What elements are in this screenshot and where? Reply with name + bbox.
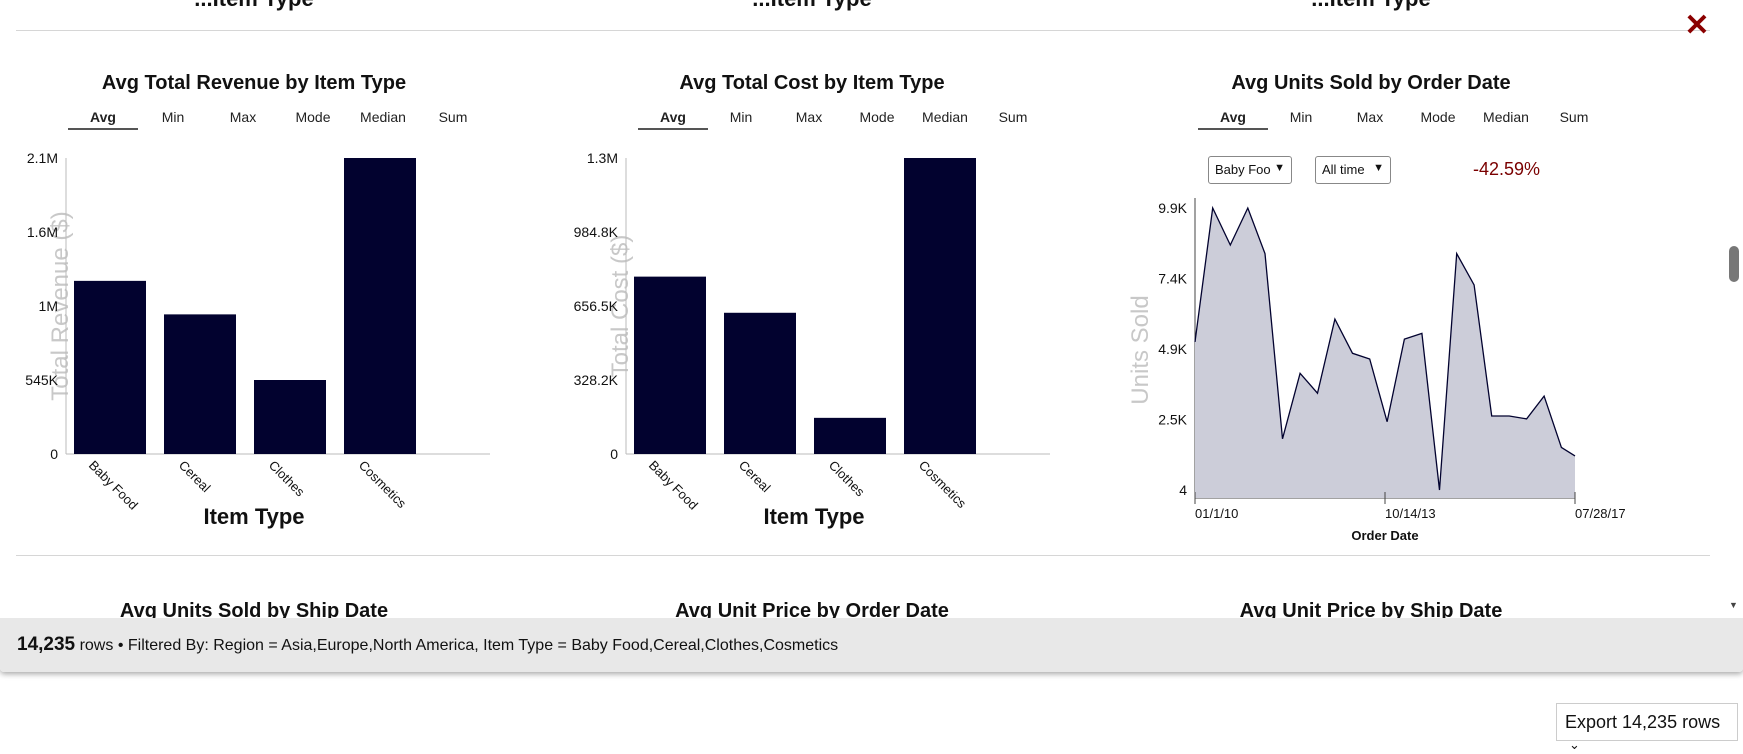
- chevron-down-icon: ▼: [1274, 162, 1285, 174]
- cut-chart-title: ...Item Type: [194, 0, 313, 12]
- x-tick-label: Cereal: [736, 458, 774, 496]
- x-tick-label: Baby Food: [86, 458, 141, 513]
- x-tick-label: Clothes: [266, 458, 308, 500]
- x-tick-label: Cosmetics: [916, 458, 970, 512]
- y-tick-label: 9.9K: [1158, 200, 1187, 216]
- y-tick-label: 545K: [25, 372, 58, 388]
- chart-title: Avg Total Revenue by Item Type: [101, 72, 407, 94]
- rows-word: rows: [79, 637, 114, 654]
- revenue-bar-chart: Total Revenue ($) 2.1M 1.6M 1M 545K 0 Baby Foo…: [25, 150, 490, 529]
- time-range-select[interactable]: All time ▼: [1315, 156, 1391, 184]
- tab-max[interactable]: Max: [229, 109, 257, 125]
- x-tick-label: Clothes: [826, 458, 868, 500]
- tab-avg[interactable]: Avg: [68, 108, 138, 130]
- chart-title: Avg Total Cost by Item Type: [679, 72, 945, 94]
- y-tick-label: 0: [50, 446, 58, 462]
- chevron-down-icon: ▼: [1373, 162, 1384, 174]
- filter-summary: • Filtered By: Region = Asia,Europe,Nort…: [117, 637, 839, 654]
- tab-avg[interactable]: Avg: [638, 108, 708, 130]
- scrollbar-thumb[interactable]: [1729, 246, 1739, 282]
- item-type-select[interactable]: Baby Foo ▼: [1208, 156, 1292, 184]
- x-tick-label: 10/14/13: [1385, 506, 1436, 521]
- tab-min[interactable]: Min: [1289, 109, 1313, 125]
- tab-median[interactable]: Median: [360, 109, 406, 125]
- chart-title: Avg Unit Price by Order Date: [675, 600, 949, 618]
- bar: [344, 158, 416, 454]
- y-tick-label: 2.1M: [27, 150, 58, 166]
- scroll-down-arrow-icon[interactable]: ▼: [1729, 600, 1738, 610]
- chart-title: Avg Units Sold by Order Date: [1231, 72, 1511, 94]
- x-axis-label: Item Type: [203, 504, 304, 529]
- tab-min[interactable]: Min: [729, 109, 753, 125]
- row-divider: [16, 555, 1710, 556]
- y-tick-label: 1.3M: [587, 150, 618, 166]
- time-range-select-value: All time: [1322, 162, 1365, 177]
- bar: [74, 280, 146, 454]
- cut-chart-title: ...Item Type: [752, 0, 871, 12]
- chart-modal: ...Item Type ...Item Type ...Item Type A…: [0, 0, 1743, 672]
- bar: [634, 276, 706, 454]
- x-tick-label: 07/28/17: [1575, 506, 1626, 521]
- results-footer: 14,235 rows • Filtered By: Region = Asia…: [0, 618, 1743, 672]
- tab-median[interactable]: Median: [922, 109, 968, 125]
- tab-median[interactable]: Median: [1483, 109, 1529, 125]
- chevron-down-icon: ⌄: [1569, 737, 1580, 752]
- close-icon[interactable]: ✕: [1684, 9, 1710, 42]
- y-tick-label: 984.8K: [574, 224, 619, 240]
- bar: [904, 158, 976, 454]
- tab-avg[interactable]: Avg: [1198, 108, 1268, 130]
- y-tick-label: 4.9K: [1158, 341, 1187, 357]
- cost-bar-chart: Total Cost ($) 1.3M 984.8K 656.5K 328.2K 0 Bab…: [574, 150, 1050, 529]
- charts-scroll-area[interactable]: ...Item Type ...Item Type ...Item Type A…: [0, 0, 1726, 618]
- y-tick-label: 7.4K: [1158, 271, 1187, 287]
- bar: [254, 380, 326, 454]
- bar: [724, 312, 796, 454]
- x-axis-label: Order Date: [1351, 528, 1418, 543]
- tab-mode[interactable]: Mode: [859, 109, 895, 125]
- area-fill: [1195, 208, 1575, 498]
- y-tick-label: 4: [1179, 482, 1187, 498]
- tab-max[interactable]: Max: [1356, 109, 1384, 125]
- tab-min[interactable]: Min: [161, 109, 185, 125]
- x-tick-label: Cereal: [176, 458, 214, 496]
- tab-mode[interactable]: Mode: [295, 109, 331, 125]
- y-axis-label: Total Revenue ($): [47, 211, 74, 400]
- x-tick-label: 01/1/10: [1195, 506, 1238, 521]
- cut-chart-title: ...Item Type: [1311, 0, 1430, 12]
- tab-sum[interactable]: Sum: [438, 109, 468, 125]
- y-tick-label: 1.6M: [27, 224, 58, 240]
- bar: [814, 417, 886, 454]
- y-tick-label: 328.2K: [574, 372, 619, 388]
- export-button-label: Export 14,235 rows: [1565, 712, 1721, 732]
- export-button[interactable]: Export 14,235 rows ⌄: [1556, 703, 1738, 752]
- x-tick-label: Baby Food: [646, 458, 701, 513]
- x-axis-label: Item Type: [763, 504, 864, 529]
- bar: [164, 314, 236, 454]
- row-divider: [16, 30, 1710, 31]
- series-line: [1194, 205, 1576, 491]
- y-tick-label: 1M: [39, 298, 58, 314]
- y-tick-label: 2.5K: [1158, 412, 1187, 428]
- y-axis-label: Total Cost ($): [607, 235, 634, 378]
- y-tick-label: 0: [610, 446, 618, 462]
- y-tick-label: 656.5K: [574, 298, 619, 314]
- tab-mode[interactable]: Mode: [1420, 109, 1456, 125]
- tab-max[interactable]: Max: [795, 109, 823, 125]
- vertical-scrollbar[interactable]: [1726, 0, 1743, 618]
- item-type-select-value: Baby Foo: [1215, 162, 1271, 177]
- tab-sum[interactable]: Sum: [998, 109, 1028, 125]
- change-percentage: -42.59%: [1473, 159, 1541, 179]
- chart-title: Avg Units Sold by Ship Date: [119, 600, 389, 618]
- chart-title: Avg Unit Price by Ship Date: [1239, 600, 1503, 618]
- x-tick-label: Cosmetics: [356, 458, 410, 512]
- units-sold-area-chart: Units Sold 9.9K 7.4K 4.9K 2.5K 4 01/1/10 10/14/…: [1127, 198, 1626, 543]
- y-axis-label: Units Sold: [1127, 295, 1154, 404]
- row-count: 14,235: [17, 634, 76, 655]
- tab-sum[interactable]: Sum: [1559, 109, 1589, 125]
